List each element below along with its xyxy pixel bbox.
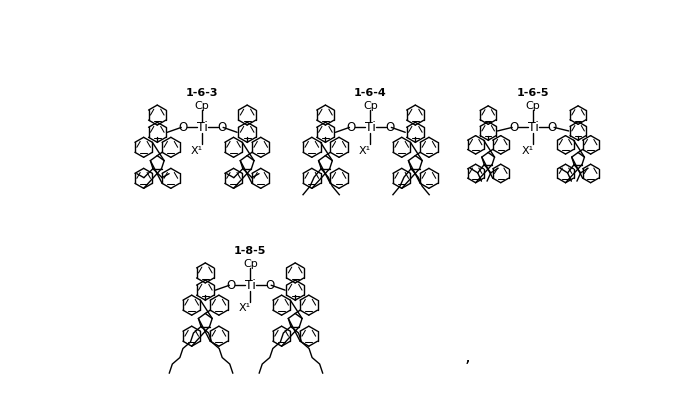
Text: Cp: Cp [195, 101, 209, 111]
Text: 1-6-5: 1-6-5 [517, 88, 550, 98]
Text: Cp: Cp [243, 259, 258, 269]
Text: Ti: Ti [528, 121, 538, 134]
Text: ,: , [464, 348, 470, 366]
Text: 1-6-4: 1-6-4 [354, 88, 386, 98]
Text: Cp: Cp [363, 101, 378, 111]
Text: O: O [265, 279, 274, 292]
Text: Ti: Ti [197, 121, 208, 134]
Text: O: O [509, 121, 519, 134]
Text: X¹: X¹ [522, 145, 534, 155]
Text: O: O [226, 279, 235, 292]
Text: X¹: X¹ [190, 145, 203, 155]
Text: O: O [548, 121, 557, 134]
Text: O: O [178, 121, 188, 134]
Text: O: O [385, 121, 394, 134]
Text: X¹: X¹ [359, 145, 371, 155]
Text: 1-8-5: 1-8-5 [234, 246, 267, 256]
Text: O: O [217, 121, 226, 134]
Text: Ti: Ti [245, 279, 255, 292]
Text: Ti: Ti [365, 121, 376, 134]
Text: O: O [346, 121, 356, 134]
Text: Cp: Cp [526, 101, 540, 111]
Text: X¹: X¹ [239, 303, 251, 313]
Text: 1-6-3: 1-6-3 [186, 88, 218, 98]
